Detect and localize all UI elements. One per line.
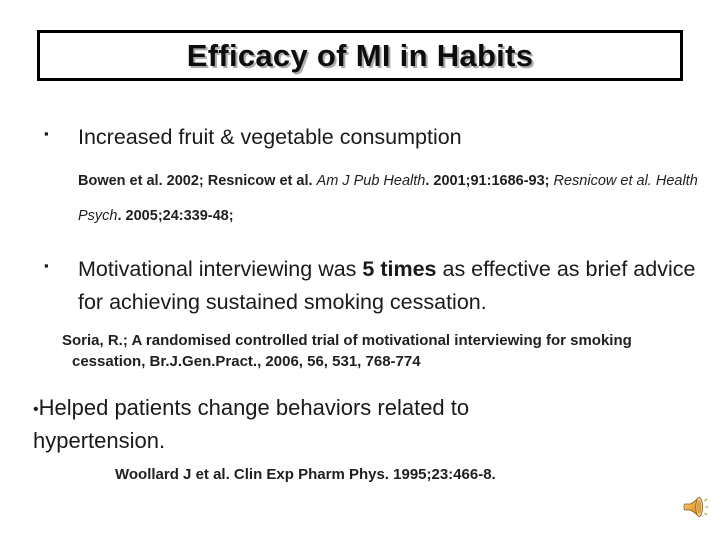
citation-woollard: Woollard J et al. Clin Exp Pharm Phys. 1… (115, 466, 496, 483)
slide-title: Efficacy of MI in Habits (186, 37, 534, 73)
bullet-square-marker: ▪ (44, 258, 49, 273)
audio-speaker-icon[interactable] (680, 492, 710, 522)
bullet-text: Motivational interviewing was 5 times as… (78, 257, 696, 314)
bullet-item-motivational-interviewing: ▪ Motivational interviewing was 5 times … (44, 253, 699, 319)
citation-soria: Soria, R.; A randomised controlled trial… (62, 332, 632, 370)
bullet-dot-marker: • (33, 401, 39, 418)
bullet-text: Helped patients change behaviors related… (33, 395, 470, 453)
bullet-text: Increased fruit & vegetable consumption (78, 125, 462, 149)
bullet-item-fruit-veg: ▪ Increased fruit & vegetable consumptio… (44, 121, 694, 154)
bullet-square-marker: ▪ (44, 126, 49, 141)
citation-bowen-resnicow: Bowen et al. 2002; Resnicow et al. Am J … (78, 173, 698, 224)
bullet-item-hypertension: •Helped patients change behaviors relate… (33, 392, 568, 456)
title-box: Efficacy of MI in Habits (37, 30, 683, 81)
